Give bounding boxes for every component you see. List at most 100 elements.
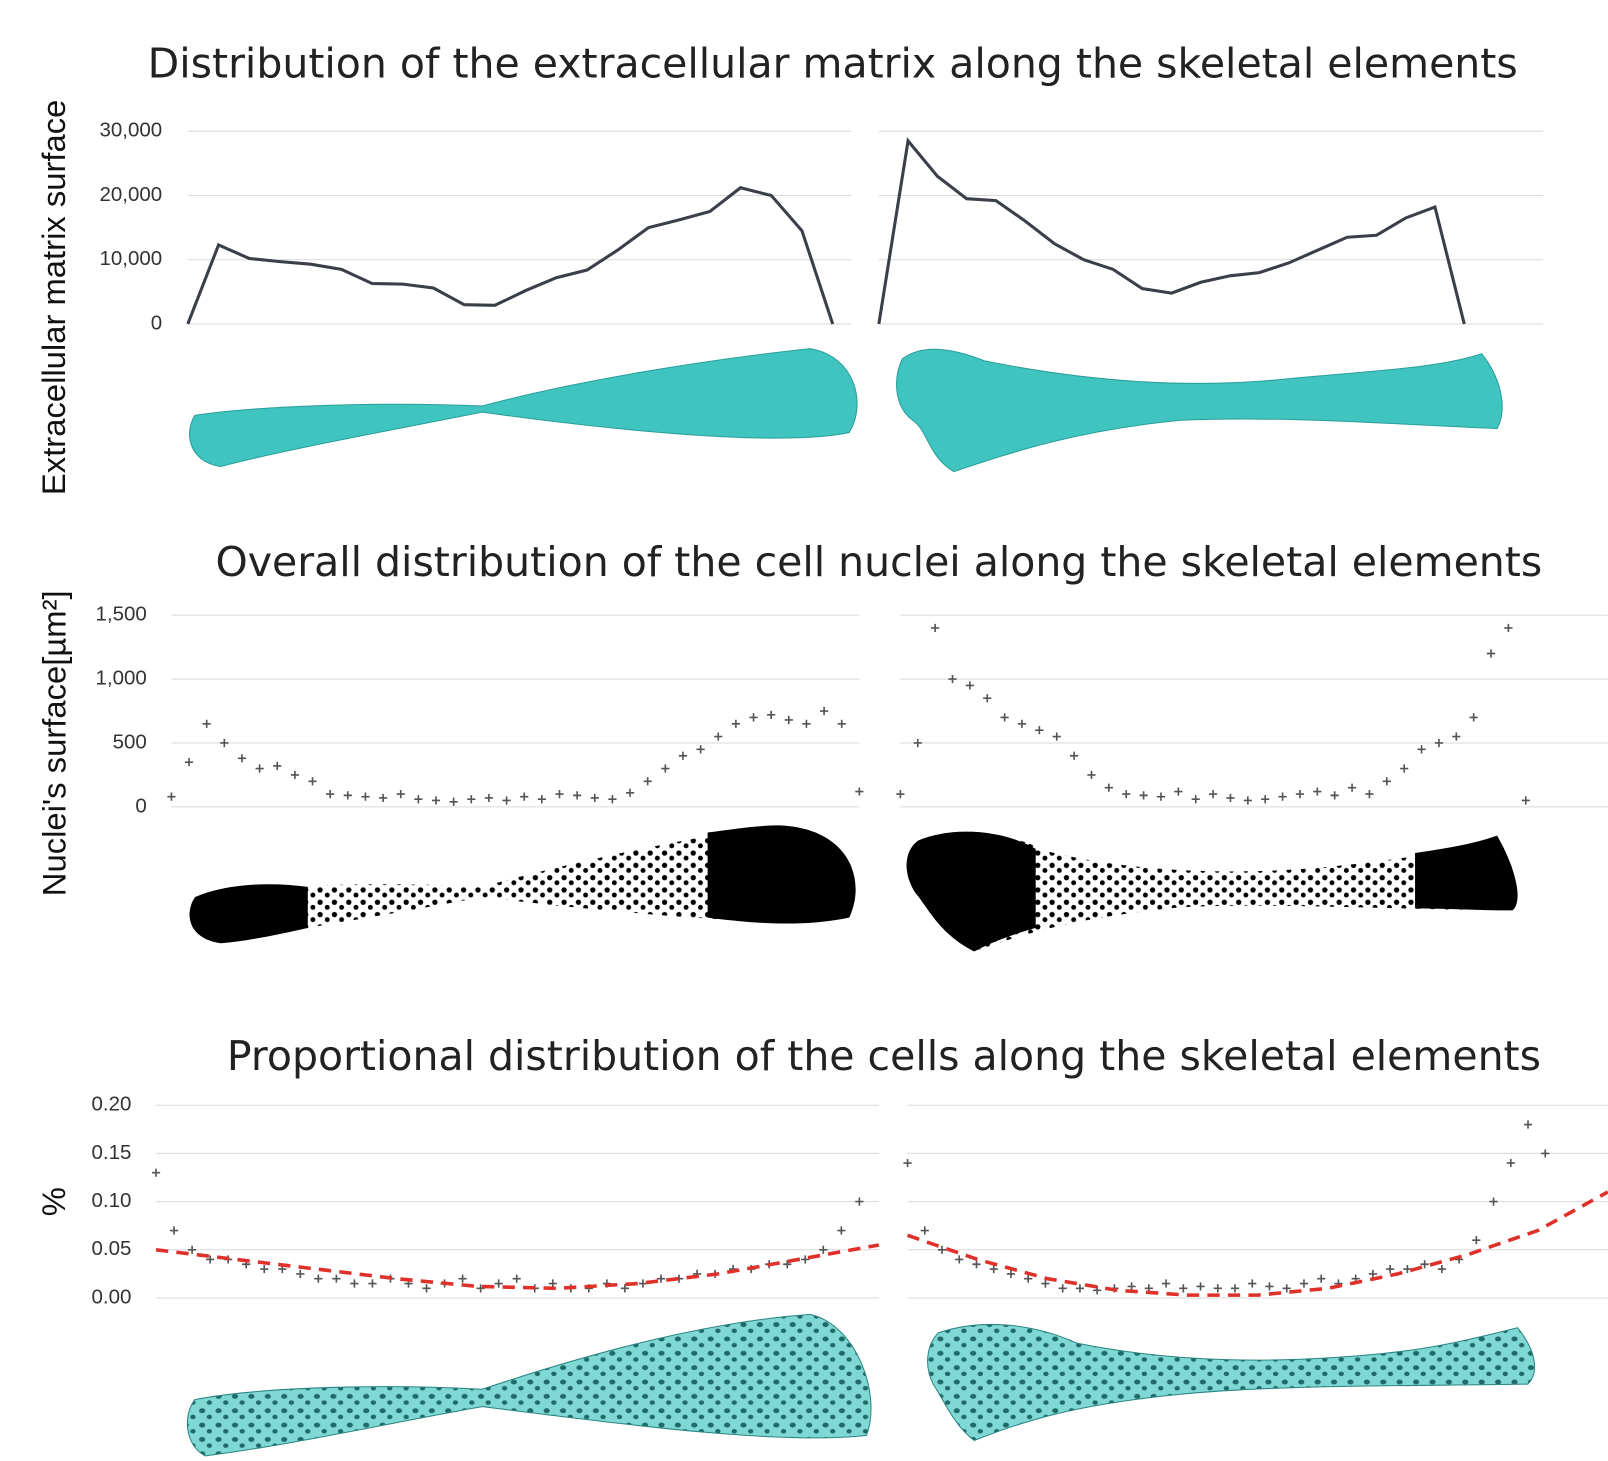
data-point — [1248, 1279, 1257, 1288]
y-tick-label: 10,000 — [99, 247, 162, 270]
y-tick-label: 30,000 — [99, 119, 162, 142]
data-point — [1541, 1149, 1550, 1158]
data-point — [1052, 732, 1061, 741]
chart-title: Distribution of the extracellular matrix… — [148, 40, 1518, 88]
data-point — [1400, 764, 1409, 773]
data-point — [512, 1274, 521, 1283]
data-point — [1104, 783, 1113, 792]
data-point — [1179, 1284, 1188, 1293]
data-point — [326, 789, 335, 799]
data-point — [920, 1226, 929, 1235]
data-point — [696, 745, 705, 754]
y-axis-label: % — [35, 1187, 72, 1216]
data-point — [625, 788, 635, 797]
y-tick-label: 0 — [135, 794, 146, 817]
data-point — [714, 732, 723, 741]
data-point — [819, 1245, 828, 1254]
data-point — [396, 789, 405, 799]
data-point — [1156, 792, 1166, 801]
data-point — [1330, 791, 1339, 800]
data-point — [1434, 738, 1444, 748]
data-point — [801, 1255, 810, 1264]
data-point — [1024, 1274, 1033, 1283]
data-point — [237, 754, 247, 763]
data-point — [855, 1197, 864, 1206]
data-point — [767, 710, 776, 719]
y-tick-label: 0.00 — [92, 1285, 132, 1308]
data-point — [1213, 1284, 1222, 1293]
data-point — [1243, 796, 1252, 805]
data-point — [1139, 791, 1148, 800]
data-point — [449, 797, 458, 806]
data-point — [290, 770, 299, 780]
data-point — [643, 777, 652, 786]
data-point — [1265, 1282, 1274, 1291]
data-point — [1506, 1158, 1515, 1168]
data-point — [1230, 1284, 1240, 1293]
data-point — [1069, 751, 1079, 760]
data-point — [1417, 745, 1426, 754]
data-point — [1313, 787, 1322, 796]
data-point — [184, 758, 194, 767]
data-point — [308, 777, 317, 786]
data-point — [855, 787, 864, 796]
trend-line — [906, 1190, 1608, 1297]
data-point — [467, 795, 476, 804]
data-point — [273, 761, 282, 771]
data-point — [608, 795, 617, 804]
trend-line — [155, 1243, 880, 1291]
data-point — [749, 713, 758, 722]
data-point — [220, 738, 229, 748]
data-point — [378, 793, 388, 803]
data-point — [1299, 1279, 1309, 1288]
data-point — [784, 715, 793, 725]
data-point — [1469, 713, 1478, 722]
data-point — [1174, 787, 1183, 796]
data-point — [972, 1260, 981, 1269]
data-point — [1437, 1264, 1446, 1274]
data-point — [819, 706, 829, 716]
data-point — [620, 1284, 630, 1293]
data-point — [458, 1274, 467, 1283]
data-point — [989, 1264, 998, 1274]
data-point — [931, 623, 940, 633]
data-point — [573, 791, 582, 800]
data-point — [1382, 777, 1391, 786]
chart-title: Overall distribution of the cell nuclei … — [215, 538, 1542, 586]
data-point — [202, 719, 211, 728]
data-point — [343, 791, 352, 800]
data-point — [537, 795, 546, 804]
data-point — [1087, 770, 1096, 780]
data-point — [1347, 783, 1357, 792]
data-point — [1208, 789, 1218, 799]
data-line — [186, 186, 835, 325]
y-tick-label: 0.10 — [92, 1189, 132, 1212]
y-axis-label: Nuclei's surface[µm²] — [35, 590, 72, 896]
y-tick-label: 0.05 — [92, 1237, 132, 1260]
y-tick-label: 1,500 — [95, 603, 146, 626]
data-point — [955, 1255, 964, 1264]
data-point — [169, 1226, 179, 1235]
data-point — [206, 1255, 215, 1264]
data-point — [1035, 726, 1044, 735]
data-point — [1365, 789, 1374, 799]
data-point — [188, 1245, 197, 1254]
data-point — [350, 1279, 359, 1288]
data-point — [502, 796, 511, 805]
y-tick-label: 0.15 — [92, 1141, 132, 1164]
data-point — [802, 719, 811, 728]
data-point — [983, 694, 992, 703]
data-point — [1261, 795, 1270, 804]
bone-images — [186, 348, 1536, 1457]
data-point — [1489, 1197, 1498, 1206]
data-point — [548, 1279, 557, 1288]
data-line — [877, 137, 1466, 325]
data-point — [590, 793, 599, 803]
data-point — [422, 1284, 431, 1293]
data-point — [167, 792, 176, 801]
data-point — [151, 1168, 161, 1177]
data-point — [1226, 793, 1235, 803]
data-point — [260, 1264, 269, 1274]
data-point — [361, 792, 370, 801]
data-point — [1196, 1282, 1205, 1291]
